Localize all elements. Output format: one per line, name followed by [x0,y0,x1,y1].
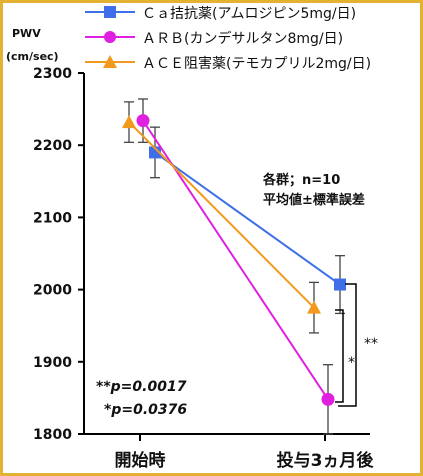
pvalue-2-text: p=0.0376 [110,402,187,418]
y-tick-label: 1800 [33,427,72,443]
legend-marker-ca [104,6,116,18]
legend-marker-arb [104,31,116,43]
data-point-circle [321,392,335,406]
y-axis-label-line2: (cm/sec) [6,50,59,63]
data-point-square [334,278,346,291]
bracket-inner-label: * [348,355,355,371]
data-point-circle [136,114,150,128]
series-line [154,151,341,286]
y-tick-label: 2200 [33,138,72,154]
note-n: 各群；n=10 [262,172,340,188]
series-2 [122,101,321,334]
legend-label-arb: ＡＲＢ(カンデサルタン8mg/日) [142,30,343,47]
x-tick-label: 投与3ヵ月後 [277,450,375,471]
data-point-square [149,146,161,159]
note-sem: 平均値±標準誤差 [263,192,365,208]
bracket-outer-label: ** [364,336,378,352]
pvalue-2-stars: * [104,402,112,418]
series-0 [149,126,346,315]
pvalue-1-text: p=0.0017 [110,379,187,395]
y-tick-label: 2100 [33,210,72,226]
legend-label-ca: Ｃａ拮抗薬(アムロジピン5mg/日) [142,6,356,22]
data-point-triangle [122,115,136,129]
data-point-triangle [307,300,321,314]
y-tick-label: 1900 [33,355,72,371]
legend-label-ace: ＡＣＥ阻害薬(テモカプリル2mg/日) [142,56,371,72]
legend: Ｃａ拮抗薬(アムロジピン5mg/日) ＡＲＢ(カンデサルタン8mg/日) ＡＣＥ… [85,6,371,72]
bracket-inner [335,309,344,403]
x-tick-label: 開始時 [115,450,166,471]
pvalue-1-stars: ** [96,379,111,395]
bracket-outer [338,283,357,407]
legend-marker-ace [103,55,117,68]
y-tick-label: 2000 [33,283,72,299]
series-line [128,121,315,309]
y-tick-label: 2300 [33,66,72,82]
series-line [142,120,329,400]
pvalue-2: *p=0.0376 [104,402,187,418]
pvalue-1: **p=0.0017 [96,379,187,395]
y-axis-label-line1: PWV [12,27,41,40]
